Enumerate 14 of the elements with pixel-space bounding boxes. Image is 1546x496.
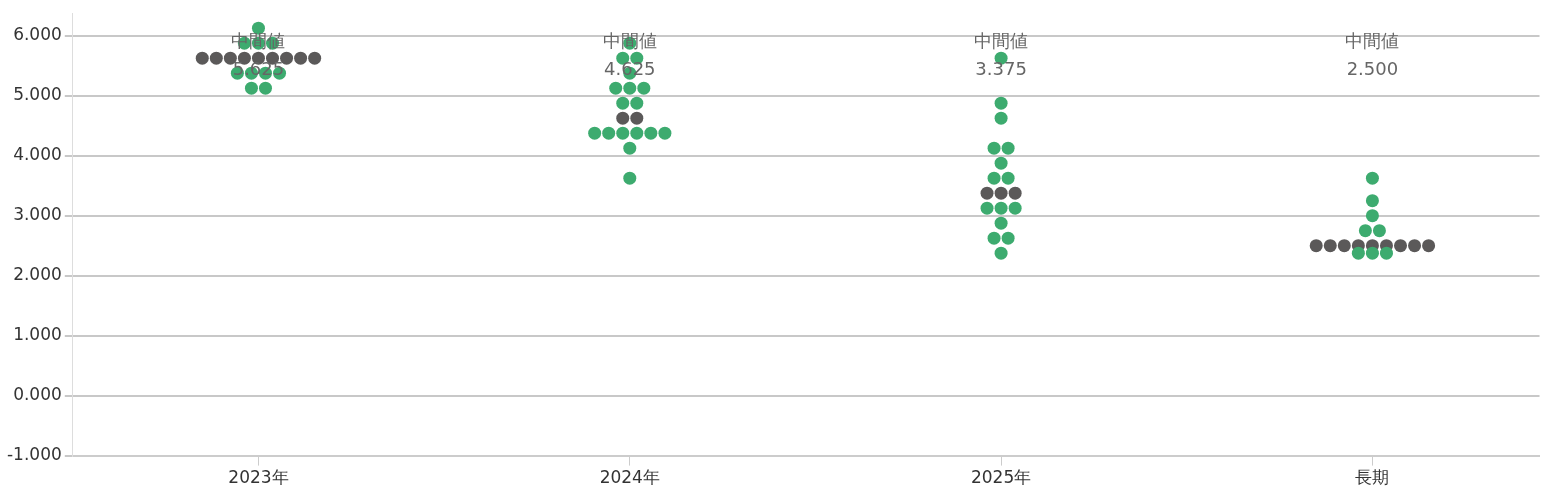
y-tick-label: 1.000 <box>13 324 62 345</box>
y-tick-label: 0.000 <box>13 384 62 405</box>
x-tick-label: 2024年 <box>599 467 660 488</box>
annotation: 中間値 3.375 <box>974 29 1029 79</box>
y-tick-label: -1.000 <box>6 444 62 465</box>
annotation: 中間値 2.500 <box>1345 29 1400 79</box>
y-tick-label: 3.000 <box>13 204 62 225</box>
x-tick-label: 長期 <box>1355 467 1390 488</box>
x-tick-label: 2023年 <box>228 467 289 488</box>
y-tick-label: 2.000 <box>13 264 62 285</box>
y-tick-label: 5.000 <box>13 84 62 105</box>
y-tick-label: 6.000 <box>13 24 62 45</box>
x-tick-label: 2025年 <box>970 467 1032 488</box>
y-tick-label: 4.000 <box>13 144 62 165</box>
